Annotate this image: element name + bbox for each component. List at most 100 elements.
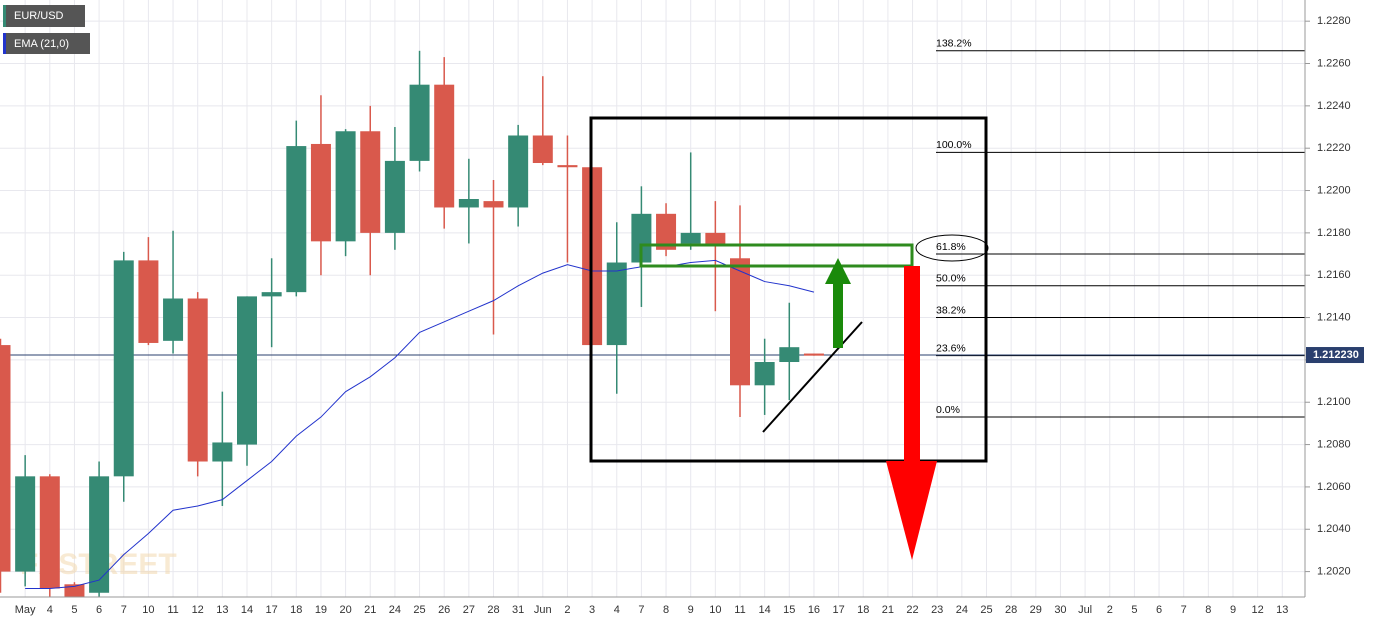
x-tick-label: 7 [1181, 604, 1187, 616]
candle-body [64, 584, 85, 597]
x-tick-label: 14 [241, 604, 253, 616]
x-tick-label: 15 [783, 604, 795, 616]
candle-body [803, 353, 824, 356]
x-tick-label: 4 [47, 604, 53, 616]
x-tick-label: 27 [463, 604, 475, 616]
x-tick-label: 6 [96, 604, 102, 616]
legend-swatch [3, 33, 6, 54]
x-tick-label: 29 [1030, 604, 1042, 616]
candle-body [656, 213, 677, 250]
candle-body [483, 201, 504, 208]
x-tick-label: 12 [192, 604, 204, 616]
x-tick-label: 17 [266, 604, 278, 616]
legend: EUR/USD EMA (21,0) [3, 5, 90, 54]
x-tick-label: 18 [290, 604, 302, 616]
y-tick-label: 1.2020 [1317, 566, 1351, 578]
candle-body [286, 146, 307, 293]
x-tick-label: 9 [688, 604, 694, 616]
fib-label: 100.0% [936, 139, 972, 151]
candle-body [508, 135, 529, 208]
candle-body [532, 135, 553, 164]
x-tick-label: 24 [956, 604, 968, 616]
x-tick-label: 7 [638, 604, 644, 616]
y-tick-label: 1.2260 [1317, 57, 1351, 69]
legend-label: EUR/USD [14, 10, 64, 22]
y-tick-label: 1.2220 [1317, 142, 1351, 154]
x-tick-label: 20 [339, 604, 351, 616]
candle-body [680, 232, 701, 244]
fib-label: 38.2% [936, 304, 966, 316]
last-price-tag [1306, 347, 1364, 364]
x-tick-label: 30 [1054, 604, 1066, 616]
candle-body [163, 298, 184, 341]
y-tick-label: 1.2040 [1317, 523, 1351, 535]
x-tick-label: 8 [663, 604, 669, 616]
candle-body [89, 476, 110, 593]
candle-body [113, 260, 134, 477]
candle-body [606, 262, 627, 346]
x-tick-label: 23 [931, 604, 943, 616]
candle-body [310, 143, 331, 242]
fib-label: 23.6% [936, 342, 966, 354]
candle-body [779, 347, 800, 363]
x-tick-label: 21 [882, 604, 894, 616]
axes: 1.20201.20401.20601.20801.21001.21201.21… [0, 0, 1364, 616]
x-tick-label: 28 [1005, 604, 1017, 616]
x-tick-label: 17 [832, 604, 844, 616]
fib-label: 61.8% [936, 241, 966, 253]
candle-body [705, 232, 726, 246]
x-tick-label: 13 [216, 604, 228, 616]
y-tick-label: 1.2280 [1317, 15, 1351, 27]
x-tick-label: 19 [315, 604, 327, 616]
x-tick-label: Jul [1078, 604, 1092, 616]
x-tick-label: 10 [142, 604, 154, 616]
x-tick-label: 7 [121, 604, 127, 616]
x-tick-label: 11 [167, 604, 178, 616]
x-tick-label: 31 [512, 604, 524, 616]
candle-body [0, 345, 11, 572]
y-tick-label: 1.2060 [1317, 481, 1351, 493]
x-tick-label: 6 [1156, 604, 1162, 616]
candle-body [15, 476, 36, 572]
x-tick-label: 16 [808, 604, 820, 616]
candle-body [335, 131, 356, 242]
candle-body [409, 84, 430, 161]
legend-box [3, 5, 85, 27]
x-tick-label: 13 [1276, 604, 1288, 616]
y-tick-label: 1.2140 [1317, 311, 1351, 323]
range-box [589, 116, 988, 463]
y-tick-label: 1.2180 [1317, 227, 1351, 239]
x-tick-label: 22 [906, 604, 918, 616]
legend-box [3, 33, 90, 54]
y-tick-label: 1.2240 [1317, 100, 1351, 112]
candle-body [458, 199, 479, 208]
x-tick-label: 28 [487, 604, 499, 616]
fib-label: 0.0% [936, 404, 960, 416]
x-tick-label: 25 [980, 604, 992, 616]
x-tick-label: 18 [857, 604, 869, 616]
fib-label: 138.2% [936, 38, 972, 50]
annotations [589, 116, 989, 560]
x-tick-label: 2 [1107, 604, 1113, 616]
candle-body [138, 260, 159, 343]
candle-body [360, 131, 381, 233]
candle-body [212, 442, 233, 462]
candle-body [754, 362, 775, 386]
candle-body [39, 476, 60, 589]
y-tick-label: 1.2200 [1317, 184, 1351, 196]
down-arrow [886, 266, 937, 560]
x-tick-label: Jun [534, 604, 552, 616]
x-tick-label: May [15, 604, 36, 616]
fib-label: 50.0% [936, 273, 966, 285]
x-tick-label: 12 [1252, 604, 1264, 616]
x-tick-label: 26 [438, 604, 450, 616]
ema-line [25, 259, 815, 590]
trend-line [762, 321, 863, 433]
highlight-ellipse [915, 234, 989, 262]
x-tick-label: 10 [709, 604, 721, 616]
plot [0, 50, 1305, 597]
x-tick-label: 5 [1131, 604, 1137, 616]
candle-body [187, 298, 208, 462]
candle-body [631, 213, 652, 263]
x-tick-label: 8 [1205, 604, 1211, 616]
